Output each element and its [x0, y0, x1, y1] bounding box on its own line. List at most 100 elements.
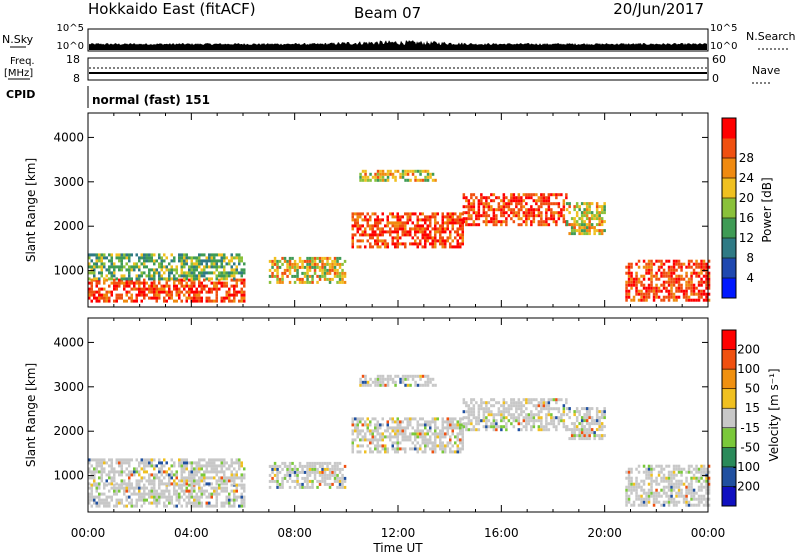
- velocity-cell: [128, 495, 131, 499]
- power-cell: [178, 296, 181, 300]
- power-cell: [512, 199, 516, 203]
- velocity-cell: [143, 461, 146, 465]
- power-cell: [411, 227, 414, 231]
- power-cell: [399, 172, 402, 176]
- velocity-cell: [369, 447, 372, 451]
- velocity-cell: [200, 504, 203, 508]
- velocity-cell: [351, 429, 354, 433]
- velocity-cell: [485, 401, 488, 405]
- velocity-cell: [472, 413, 476, 417]
- power-cell: [150, 290, 153, 294]
- velocity-cell: [328, 485, 332, 489]
- power-cell: [341, 271, 344, 275]
- x-tick-label: 12:00: [381, 526, 416, 540]
- power-cell: [98, 293, 101, 297]
- power-cell: [200, 253, 203, 257]
- y-tick-label: 2000: [53, 424, 84, 438]
- power-cell: [557, 193, 561, 197]
- power-cell: [168, 287, 171, 291]
- power-cell: [316, 256, 319, 260]
- velocity-cell: [125, 482, 128, 486]
- power-cell: [477, 208, 481, 212]
- power-cell: [313, 262, 317, 266]
- power-cell: [404, 242, 407, 246]
- power-cell: [630, 271, 633, 275]
- velocity-cell: [386, 447, 389, 451]
- velocity-cell: [645, 503, 648, 507]
- power-cell: [485, 214, 488, 218]
- velocity-cell: [105, 473, 108, 477]
- velocity-cell: [414, 417, 417, 421]
- velocity-cell: [578, 410, 581, 414]
- velocity-cell: [475, 401, 478, 405]
- date-title: 20/Jun/2017: [613, 0, 704, 18]
- velocity-cell: [642, 488, 646, 492]
- velocity-cell: [680, 470, 683, 474]
- velocity-cell: [321, 473, 324, 477]
- power-cell: [444, 230, 447, 234]
- power-cell: [505, 220, 508, 224]
- power-cell: [557, 217, 561, 221]
- power-cell: [118, 284, 121, 288]
- velocity-cell: [128, 470, 131, 474]
- colorbar-tick-label: 28: [739, 151, 754, 165]
- power-cell: [401, 169, 405, 173]
- velocity-cell: [268, 473, 272, 477]
- power-cell: [573, 217, 576, 221]
- power-cell: [700, 289, 703, 293]
- power-cell: [108, 284, 111, 288]
- power-cell: [371, 230, 374, 234]
- power-cell: [404, 227, 407, 231]
- velocity-cell: [441, 441, 444, 445]
- power-cell: [293, 268, 297, 272]
- power-cell: [158, 256, 161, 260]
- velocity-cell: [456, 447, 459, 451]
- colorbar-swatch: [722, 258, 736, 279]
- velocity-cell: [235, 458, 238, 462]
- power-cell: [477, 217, 481, 221]
- power-cell: [391, 230, 394, 234]
- velocity-cell: [650, 488, 653, 492]
- velocity-cell: [477, 416, 481, 420]
- power-cell: [550, 214, 553, 218]
- power-cell: [173, 287, 176, 291]
- power-cell: [394, 224, 397, 228]
- power-cell: [195, 268, 198, 272]
- velocity-cell: [487, 419, 491, 423]
- velocity-cell: [502, 413, 506, 417]
- power-cell: [449, 242, 452, 246]
- power-cell: [108, 253, 111, 257]
- power-cell: [233, 277, 236, 281]
- power-cell: [573, 232, 576, 236]
- velocity-echoes: [88, 374, 711, 508]
- power-cell: [198, 253, 201, 257]
- power-cell: [88, 287, 91, 291]
- velocity-cell: [588, 416, 591, 420]
- velocity-cell: [627, 482, 631, 486]
- velocity-cell: [700, 494, 703, 498]
- power-cell: [120, 256, 123, 260]
- velocity-cell: [459, 426, 462, 430]
- velocity-cell: [150, 473, 153, 477]
- velocity-cell: [190, 489, 193, 493]
- velocity-cell: [409, 420, 412, 424]
- power-cell: [575, 202, 579, 206]
- power-cell: [185, 277, 188, 281]
- velocity-cell: [532, 413, 536, 417]
- power-cell: [477, 202, 481, 206]
- velocity-cell: [557, 410, 561, 414]
- power-cell: [697, 280, 701, 284]
- velocity-cell: [467, 407, 471, 411]
- velocity-cell: [143, 489, 146, 493]
- power-cell: [118, 256, 121, 260]
- power-cell: [575, 223, 579, 227]
- power-cell: [93, 290, 96, 294]
- power-cell: [707, 265, 711, 269]
- power-cell: [512, 211, 516, 215]
- power-cell: [495, 223, 498, 227]
- power-cell: [113, 262, 116, 266]
- velocity-cell: [465, 404, 468, 408]
- power-cell: [583, 211, 586, 215]
- velocity-cell: [665, 500, 668, 504]
